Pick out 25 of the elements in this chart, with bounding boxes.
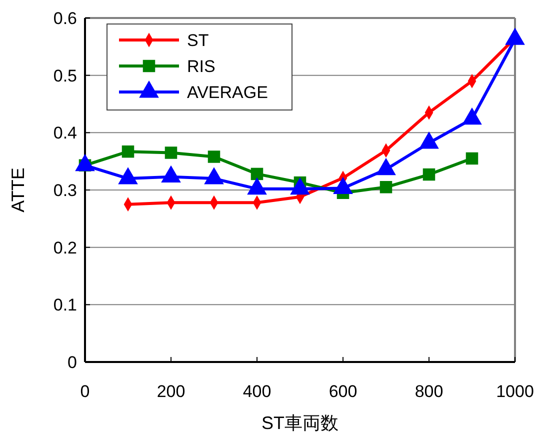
- y-tick-label: 0: [68, 352, 77, 372]
- legend-label: RIS: [187, 56, 216, 76]
- point: [422, 168, 436, 181]
- y-tick-label: 0.5: [53, 66, 77, 86]
- y-axis-title: ATTE: [8, 168, 28, 212]
- x-axis-title: ST車両数: [261, 413, 339, 433]
- legend-label: AVERAGE: [187, 82, 268, 102]
- point: [380, 181, 392, 194]
- y-tick-label: 0.3: [53, 180, 77, 200]
- x-tick-label: 400: [242, 382, 272, 401]
- point: [122, 145, 134, 158]
- y-tick-label: 0.6: [53, 8, 77, 28]
- x-tick-label: 600: [328, 382, 358, 401]
- point: [250, 168, 264, 180]
- x-tick-label: 200: [156, 382, 186, 401]
- y-tick-label: 0.4: [53, 124, 77, 143]
- y-tick-label: 0.2: [53, 238, 77, 258]
- legend-label: ST: [187, 30, 209, 50]
- x-tick-label: 0: [80, 382, 90, 401]
- y-tick-label: 0.1: [53, 296, 77, 315]
- point: [164, 146, 178, 159]
- point: [208, 150, 220, 163]
- x-tick-label: 800: [414, 382, 444, 401]
- point: [466, 152, 478, 165]
- x-tick-label: 1000: [496, 382, 534, 401]
